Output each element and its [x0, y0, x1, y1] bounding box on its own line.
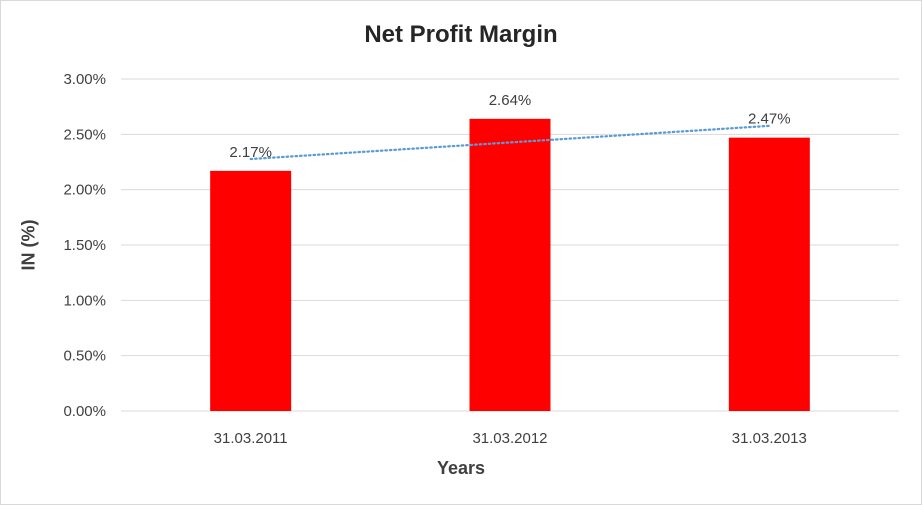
trendline: [249, 124, 771, 161]
x-tick-label-2: 31.03.2013: [732, 430, 807, 447]
data-label-1: 2.64%: [489, 92, 532, 109]
x-tick-labels: 31.03.2011 31.03.2012 31.03.2013: [214, 430, 807, 447]
y-tick-label-5: 2.50%: [63, 126, 106, 143]
y-tick-label-0: 0.00%: [63, 403, 106, 420]
bars: [210, 118, 810, 412]
data-labels: 2.17% 2.64% 2.47%: [229, 92, 790, 161]
bar-1: [469, 118, 551, 411]
data-label-0: 2.17%: [229, 144, 272, 161]
y-tick-label-3: 1.50%: [63, 237, 106, 254]
y-tick-label-2: 1.00%: [63, 292, 106, 309]
trendline-line: [249, 124, 771, 161]
y-tick-label-6: 3.00%: [63, 71, 106, 88]
y-tick-label-4: 2.00%: [63, 182, 106, 199]
x-axis-title: Years: [436, 458, 486, 478]
data-label-2: 2.47%: [748, 111, 791, 128]
y-tick-label-1: 0.50%: [63, 348, 106, 365]
chart-title: Net Profit Margin: [364, 21, 558, 48]
bar-2: [728, 137, 810, 412]
bar-0: [210, 170, 292, 411]
x-tick-label-0: 31.03.2011: [214, 430, 288, 447]
y-tick-labels: 0.00% 0.50% 1.00% 1.50% 2.00% 2.50% 3.00%: [63, 71, 106, 420]
x-tick-label-1: 31.03.2012: [472, 430, 547, 447]
